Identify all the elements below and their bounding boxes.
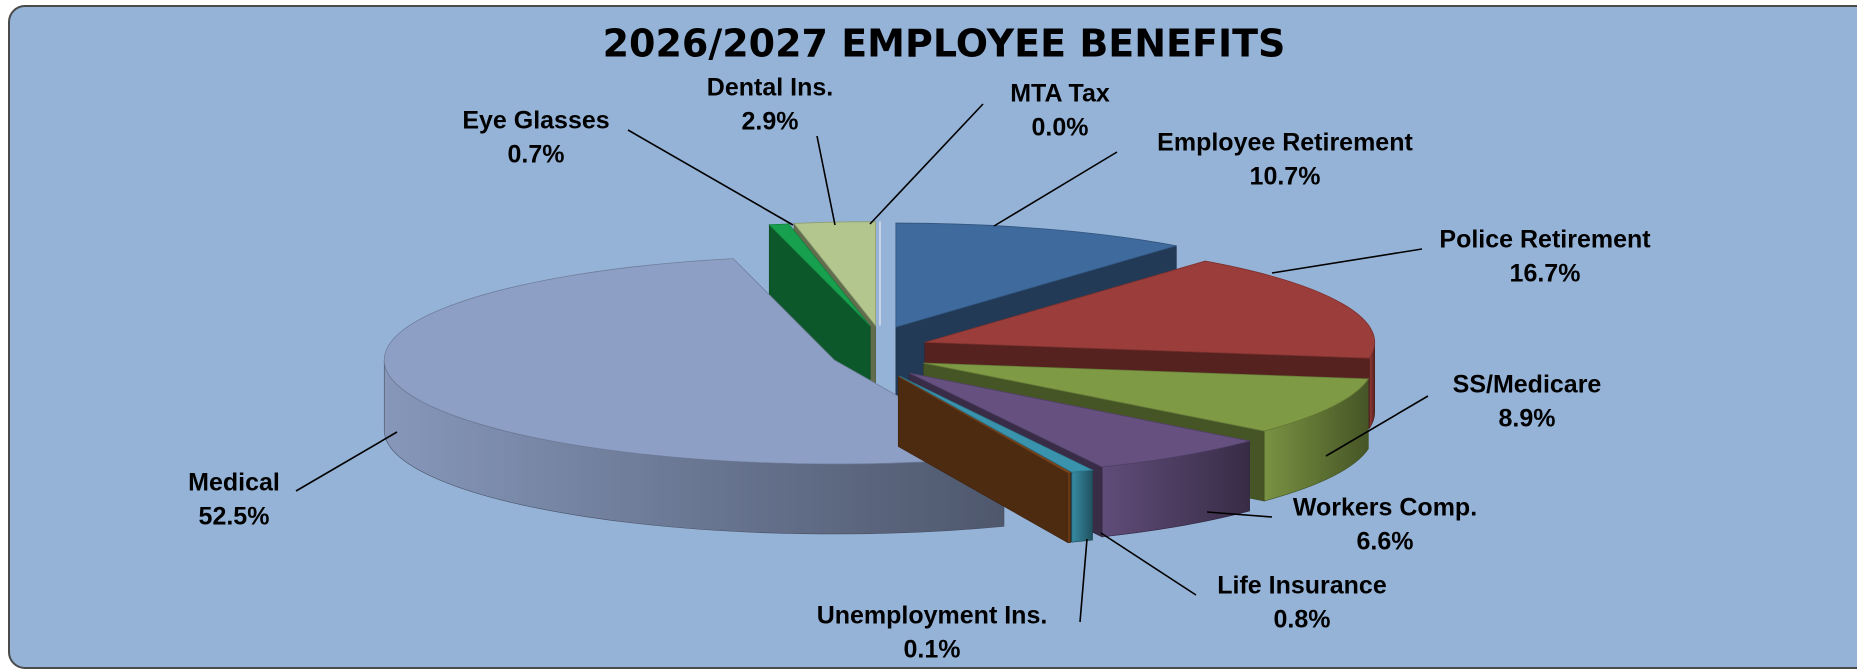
data-label-value: 2.9% (742, 108, 799, 136)
slice-top (924, 260, 1376, 359)
data-label-value: 0.8% (1274, 606, 1331, 634)
leader-line (1206, 511, 1273, 518)
leader-line (1100, 532, 1197, 596)
pie-slice (897, 375, 1072, 544)
data-label-value: 0.1% (904, 636, 961, 664)
slice-outer-wall (1067, 472, 1071, 544)
data-label-name: Life Insurance (1217, 572, 1387, 600)
data-label-name: Medical (188, 469, 280, 497)
leader-line (1325, 395, 1429, 457)
data-label-name: MTA Tax (1010, 80, 1110, 108)
slice-edge-wall (879, 221, 881, 292)
leader-line (869, 103, 984, 225)
data-label-value: 16.7% (1510, 260, 1581, 288)
slice-top (768, 223, 871, 327)
slice-top (895, 222, 1177, 328)
leader-line (627, 129, 794, 226)
leader-line (1271, 248, 1423, 274)
data-label-name: Eye Glasses (462, 107, 609, 135)
data-label-value: 10.7% (1250, 163, 1321, 191)
leader-line (816, 135, 836, 226)
leader-line (295, 431, 398, 492)
data-label-value: 6.6% (1357, 528, 1414, 556)
labels: MTA Tax 0.0% Employee Retirement 10.7% Polic… (188, 74, 1651, 664)
slice-top (898, 376, 1072, 474)
data-label-value: 0.7% (508, 141, 565, 169)
slice-top (908, 372, 1250, 468)
pie-slice (383, 258, 1006, 535)
pie (383, 221, 1376, 544)
slice-outer-wall (1071, 469, 1093, 543)
leader-line (1079, 538, 1088, 623)
data-label-name: Police Retirement (1439, 226, 1651, 254)
data-label-name: Workers Comp. (1293, 494, 1477, 522)
slice-top (923, 362, 1370, 432)
data-label-value: 8.9% (1499, 405, 1556, 433)
data-label-value: 52.5% (199, 503, 270, 531)
data-label-name: Dental Ins. (707, 74, 833, 102)
leader-line (993, 151, 1118, 227)
data-label-name: SS/Medicare (1453, 371, 1602, 399)
chart-title: 2026/2027 EMPLOYEE BENEFITS (603, 22, 1286, 66)
data-label-value: 0.0% (1032, 114, 1089, 142)
slice-top (383, 258, 1006, 465)
pie-slice (879, 221, 881, 326)
data-label-name: Employee Retirement (1157, 129, 1413, 157)
slice-top (899, 375, 1094, 473)
data-label-name: Unemployment Ins. (817, 602, 1048, 630)
